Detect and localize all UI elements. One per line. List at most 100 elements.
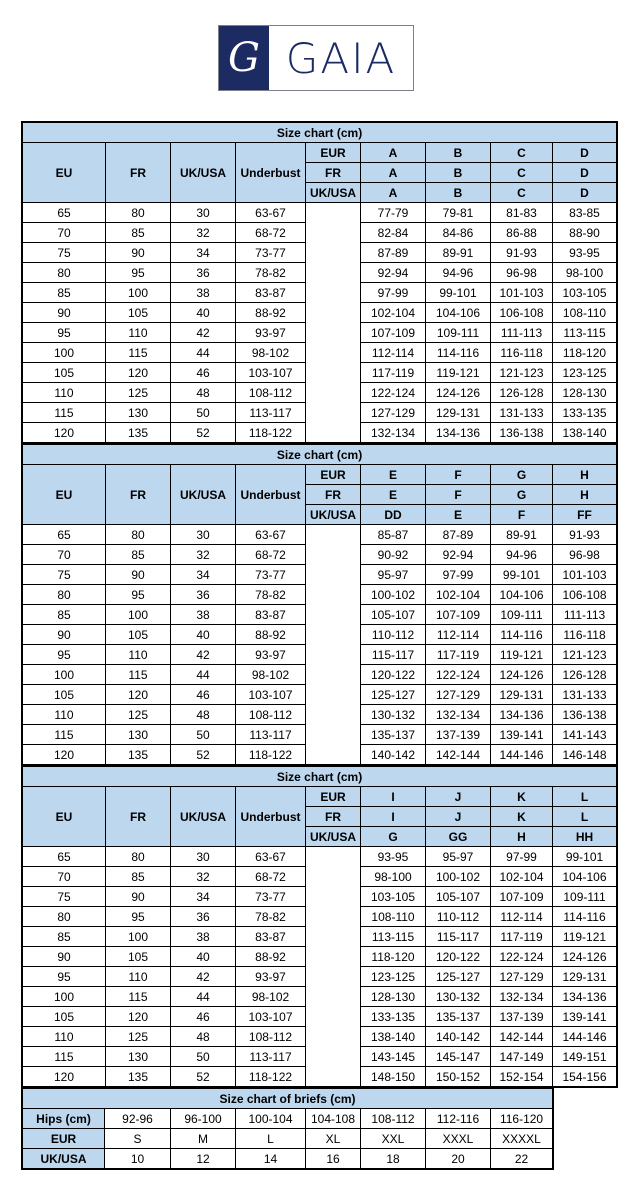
table-cell: 127-129 bbox=[360, 402, 426, 423]
table-cell: 149-151 bbox=[551, 1046, 618, 1067]
table-cell: 32 bbox=[170, 544, 236, 565]
table-cell: 124-126 bbox=[425, 382, 491, 403]
table-cell: 95-97 bbox=[360, 564, 426, 585]
table-cell: 95-97 bbox=[425, 846, 491, 867]
table-row: 80 95 36 78-82 100-102 102-104 104-106 106-108 bbox=[22, 584, 618, 605]
system-label: FR bbox=[305, 162, 361, 183]
cup-header: L bbox=[551, 806, 618, 827]
table-cell: 105 bbox=[105, 302, 171, 323]
table-cell: 120-122 bbox=[425, 946, 491, 967]
table-cell: 93-95 bbox=[551, 242, 618, 263]
cup-header: C bbox=[490, 142, 553, 163]
table-cell: 83-87 bbox=[235, 926, 306, 947]
table-cell: 78-82 bbox=[235, 262, 306, 283]
table-cell: 100-102 bbox=[360, 584, 426, 605]
table-cell: 65 bbox=[22, 846, 106, 867]
table-cell: 85 bbox=[105, 222, 171, 243]
table-cell: 101-103 bbox=[490, 282, 553, 303]
row-header: EUR bbox=[22, 1128, 105, 1149]
table-cell: 132-134 bbox=[360, 422, 426, 443]
table-cell: 102-104 bbox=[490, 866, 553, 887]
table-cell: 122-124 bbox=[360, 382, 426, 403]
table-cell: 81-83 bbox=[490, 202, 553, 223]
table-cell: 122-124 bbox=[425, 664, 491, 685]
table-cell: 95 bbox=[105, 906, 171, 927]
system-label: EUR bbox=[305, 142, 361, 163]
table-cell: 127-129 bbox=[425, 684, 491, 705]
cup-header: C bbox=[490, 162, 553, 183]
table-row: 75 90 34 73-77 95-97 97-99 99-101 101-103 bbox=[22, 564, 618, 585]
table-row: 70 85 32 68-72 90-92 92-94 94-96 96-98 bbox=[22, 544, 618, 565]
table-cell: 63-67 bbox=[235, 524, 306, 545]
table-cell: 38 bbox=[170, 604, 236, 625]
table-cell: 36 bbox=[170, 584, 236, 605]
table-cell: 97-99 bbox=[490, 846, 553, 867]
header-row: FR E F G H bbox=[23, 484, 618, 505]
table-cell: 127-129 bbox=[490, 966, 553, 987]
table-cell: 80 bbox=[22, 906, 106, 927]
column-header: Underbust bbox=[235, 464, 306, 525]
table-title: Size chart (cm) bbox=[21, 122, 618, 143]
table-cell: 98-102 bbox=[235, 664, 306, 685]
table-cell: 85 bbox=[22, 282, 106, 303]
table-cell: 144-146 bbox=[490, 744, 553, 765]
table-row: 85 100 38 83-87 113-115 115-117 117-119 119-121 bbox=[22, 926, 618, 947]
table-cell: 50 bbox=[170, 1046, 236, 1067]
table-cell: 68-72 bbox=[235, 866, 306, 887]
cup-header: D bbox=[551, 182, 618, 203]
table-row: 95 110 42 93-97 107-109 109-111 111-113 113-115 bbox=[22, 322, 618, 343]
table-cell: 115 bbox=[22, 724, 106, 745]
table-cell: 125-127 bbox=[360, 684, 426, 705]
table-cell: 98-102 bbox=[235, 342, 306, 363]
empty-cell bbox=[305, 846, 361, 1087]
header-row: EU FR UK/USA Underbust EUR I J K L bbox=[22, 786, 618, 847]
table-cell: 38 bbox=[170, 926, 236, 947]
header-row: UK/USA DD E F FF bbox=[23, 504, 618, 525]
table-cell: 118-120 bbox=[551, 342, 618, 363]
table-cell: 101-103 bbox=[551, 564, 618, 585]
table-row: 120 135 52 118-122 148-150 150-152 152-154 154-… bbox=[22, 1066, 618, 1087]
table-cell: 140-142 bbox=[360, 744, 426, 765]
table-cell: 50 bbox=[170, 724, 236, 745]
table-cell: 142-144 bbox=[490, 1026, 553, 1047]
table-cell: 98-100 bbox=[551, 262, 618, 283]
table-cell: 103-107 bbox=[235, 1006, 306, 1027]
table-cell: 142-144 bbox=[425, 744, 491, 765]
table-cell: 104-106 bbox=[425, 302, 491, 323]
cup-header: B bbox=[425, 142, 491, 163]
column-header: EU bbox=[22, 786, 106, 847]
table-cell: 126-128 bbox=[490, 382, 553, 403]
table-cell: 135-137 bbox=[360, 724, 426, 745]
table-cell: 131-133 bbox=[551, 684, 618, 705]
table-cell: 105-107 bbox=[425, 886, 491, 907]
title-row: Size chart (cm) bbox=[21, 444, 618, 465]
table-cell: 30 bbox=[170, 524, 236, 545]
table-cell: 90 bbox=[105, 242, 171, 263]
table-row: 115 130 50 113-117 143-145 145-147 147-149 149-… bbox=[22, 1046, 618, 1067]
table-cell: 122-124 bbox=[490, 946, 553, 967]
table-cell: 138-140 bbox=[360, 1026, 426, 1047]
table-cell: 130 bbox=[105, 724, 171, 745]
table-cell: 125 bbox=[105, 382, 171, 403]
column-header: EU bbox=[22, 464, 106, 525]
table-cell: 130 bbox=[105, 402, 171, 423]
column-header: UK/USA bbox=[170, 786, 236, 847]
table-cell: 70 bbox=[22, 544, 106, 565]
table-cell: 16 bbox=[305, 1148, 361, 1169]
table-row: 115 130 50 113-117 127-129 129-131 131-133 133-… bbox=[22, 402, 618, 423]
table-cell: 100-104 bbox=[235, 1108, 306, 1129]
table-cell: 91-93 bbox=[551, 524, 618, 545]
table-cell: 109-111 bbox=[551, 886, 618, 907]
cup-header: C bbox=[490, 182, 553, 203]
table-cell: 109-111 bbox=[490, 604, 553, 625]
table-cell: 119-121 bbox=[490, 644, 553, 665]
table-cell: 140-142 bbox=[425, 1026, 491, 1047]
table-cell: 111-113 bbox=[551, 604, 618, 625]
table-cell: 124-126 bbox=[551, 946, 618, 967]
table-row: UK/USA 10 12 14 16 18 20 22 bbox=[22, 1148, 554, 1169]
table-row: 80 95 36 78-82 92-94 94-96 96-98 98-100 bbox=[22, 262, 618, 283]
table-cell: 112-116 bbox=[425, 1108, 491, 1129]
table-row: 90 105 40 88-92 102-104 104-106 106-108 108-110 bbox=[22, 302, 618, 323]
table-cell: 65 bbox=[22, 524, 106, 545]
table-cell: XL bbox=[305, 1128, 361, 1149]
